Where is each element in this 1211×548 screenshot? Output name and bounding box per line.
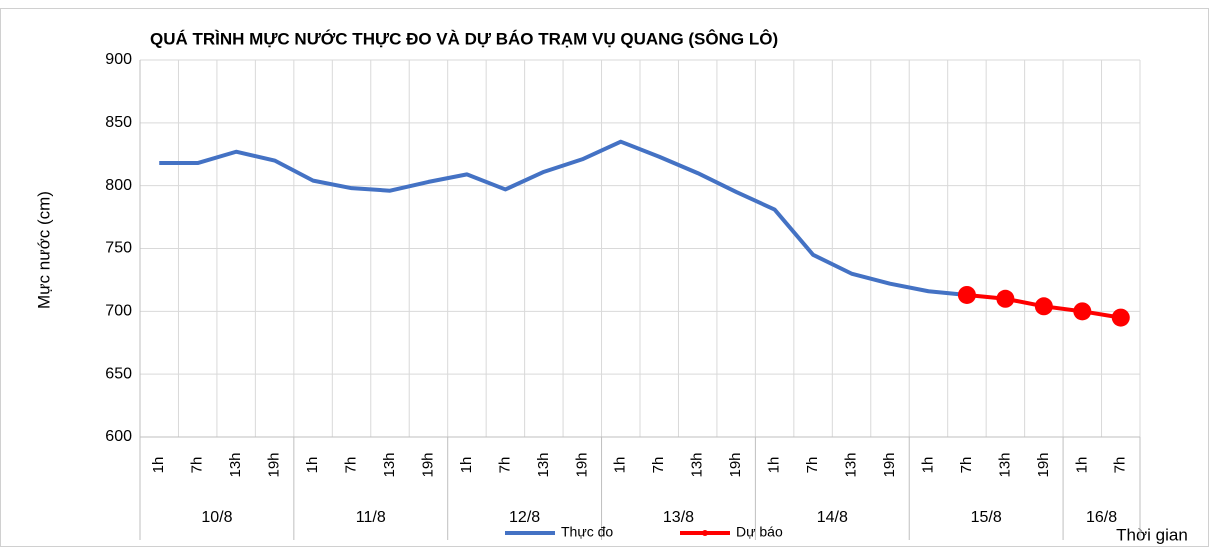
- x-tick-label: 19h: [881, 452, 898, 477]
- group-label: 11/8: [356, 509, 386, 526]
- x-tick-label: 19h: [1035, 452, 1052, 477]
- x-tick-label: 13h: [689, 452, 706, 477]
- x-tick-label: 7h: [189, 457, 206, 474]
- y-tick-label: 750: [105, 240, 132, 257]
- y-tick-label: 650: [105, 365, 132, 382]
- x-tick-label: 1h: [766, 457, 783, 474]
- point: [1073, 302, 1092, 321]
- x-tick-label: 1h: [304, 457, 321, 474]
- x-tick-label: 13h: [227, 452, 244, 477]
- point: [957, 285, 976, 304]
- x-tick-label: 13h: [535, 452, 552, 477]
- x-tick-label: 13h: [996, 452, 1013, 477]
- chart-border: [0, 8, 1209, 547]
- point: [996, 289, 1015, 308]
- x-tick-label: 19h: [727, 452, 744, 477]
- group-label: 13/8: [663, 509, 694, 526]
- group-label: 15/8: [971, 509, 1002, 526]
- point: [1034, 297, 1053, 316]
- group-label: 10/8: [201, 509, 232, 526]
- y-tick-label: 600: [105, 428, 132, 445]
- legend-marker: [702, 530, 708, 536]
- x-tick-label: 1h: [150, 457, 167, 474]
- y-tick-label: 700: [105, 303, 132, 320]
- y-tick-label: 850: [105, 114, 132, 131]
- x-axis-label: Thời gian: [1116, 525, 1188, 544]
- x-tick-label: 19h: [573, 452, 590, 477]
- group-label: 12/8: [509, 509, 540, 526]
- x-tick-label: 7h: [958, 457, 975, 474]
- point: [1111, 308, 1130, 327]
- x-tick-label: 7h: [343, 457, 360, 474]
- x-tick-label: 7h: [650, 457, 667, 474]
- x-tick-label: 7h: [496, 457, 513, 474]
- group-label: 16/8: [1086, 509, 1117, 526]
- y-tick-label: 800: [105, 177, 132, 194]
- chart-title: QUÁ TRÌNH MỰC NƯỚC THỰC ĐO VÀ DỰ BÁO TRẠ…: [150, 29, 778, 48]
- x-tick-label: 7h: [1112, 457, 1129, 474]
- series-line: [159, 139, 968, 297]
- legend-label: Thực đo: [561, 524, 613, 540]
- x-tick-label: 1h: [1073, 457, 1090, 474]
- y-axis-label: Mực nước (cm): [34, 191, 53, 309]
- x-tick-label: 1h: [612, 457, 629, 474]
- x-tick-label: 13h: [843, 452, 860, 477]
- x-tick-label: 1h: [919, 457, 936, 474]
- x-tick-label: 13h: [381, 452, 398, 477]
- x-tick-label: 1h: [458, 457, 475, 474]
- group-label: 14/8: [817, 509, 848, 526]
- x-tick-label: 19h: [266, 452, 283, 477]
- legend-label: Dự báo: [736, 524, 783, 540]
- y-tick-label: 900: [105, 51, 132, 68]
- x-tick-label: 19h: [419, 452, 436, 477]
- x-tick-label: 7h: [804, 457, 821, 474]
